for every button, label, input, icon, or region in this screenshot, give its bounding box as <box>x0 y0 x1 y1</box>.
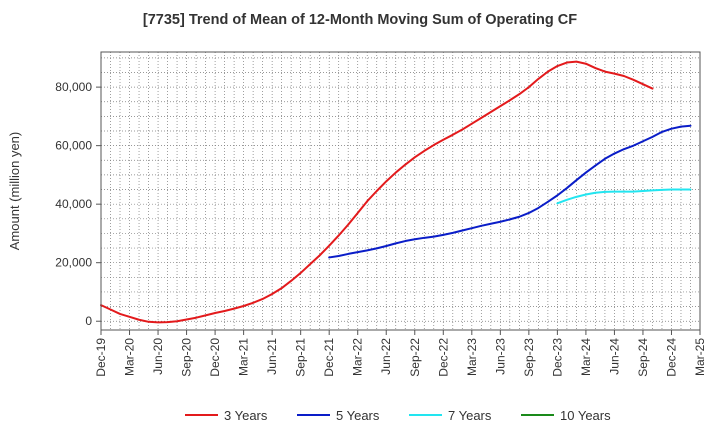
x-tick-label: Dec-21 <box>322 338 336 377</box>
legend-label: 7 Years <box>448 408 492 423</box>
y-axis-ticks: 0 20,000 40,000 60,000 80,000 <box>55 80 101 328</box>
y-tick-label: 40,000 <box>55 197 92 211</box>
x-tick-label: Sep-20 <box>180 338 194 377</box>
x-tick-label: Jun-20 <box>151 338 165 375</box>
x-tick-label: Mar-25 <box>693 338 707 376</box>
series-line-3-years <box>100 60 654 324</box>
x-tick-label: Dec-20 <box>208 338 222 377</box>
x-axis-ticks: Dec-19 Mar-20 Jun-20 Sep-20 Dec-20 Mar-21 Jun-… <box>94 330 707 377</box>
chart-title: [7735] Trend of Mean of 12-Month Moving … <box>142 12 578 28</box>
y-tick-label: 20,000 <box>55 256 92 270</box>
legend-label: 3 Years <box>224 408 268 423</box>
x-tick-label: Jun-22 <box>379 338 393 375</box>
x-tick-label: Mar-24 <box>579 338 593 376</box>
x-tick-label: Jun-24 <box>607 338 621 375</box>
legend-label: 5 Years <box>336 408 380 423</box>
x-tick-label: Mar-20 <box>123 338 137 376</box>
y-tick-label: 60,000 <box>55 139 92 153</box>
x-tick-label: Sep-22 <box>408 338 422 377</box>
series-line-7-years <box>556 188 692 205</box>
x-tick-label: Sep-23 <box>522 338 536 377</box>
x-tick-label: Jun-23 <box>493 338 507 375</box>
x-tick-label: Sep-21 <box>294 338 308 377</box>
x-tick-label: Mar-23 <box>465 338 479 376</box>
x-tick-label: Dec-22 <box>436 338 450 377</box>
series-layer <box>100 60 692 324</box>
legend: 3 Years 5 Years 7 Years 10 Years <box>185 408 611 423</box>
y-tick-label: 80,000 <box>55 80 92 94</box>
series-line-5-years <box>328 124 692 259</box>
x-tick-label: Dec-24 <box>664 338 678 377</box>
x-tick-label: Sep-24 <box>636 338 650 377</box>
plot-frame <box>100 51 701 331</box>
x-tick-label: Mar-21 <box>237 338 251 376</box>
x-tick-label: Mar-22 <box>351 338 365 376</box>
x-tick-label: Dec-19 <box>94 338 108 377</box>
x-tick-label: Jun-21 <box>265 338 279 375</box>
legend-label: 10 Years <box>560 408 611 423</box>
y-axis-label: Amount (million yen) <box>7 132 22 251</box>
x-tick-label: Dec-23 <box>550 338 564 377</box>
y-tick-label: 0 <box>85 314 92 328</box>
